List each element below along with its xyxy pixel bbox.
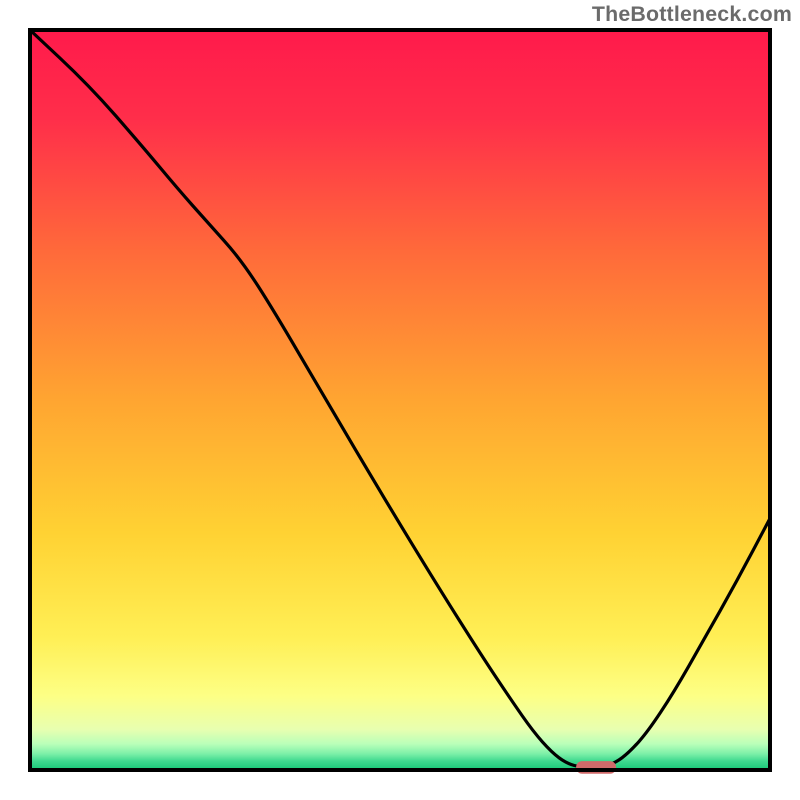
watermark-text: TheBottleneck.com bbox=[592, 2, 792, 27]
bottleneck-chart bbox=[0, 0, 800, 800]
gradient-background bbox=[30, 30, 770, 770]
